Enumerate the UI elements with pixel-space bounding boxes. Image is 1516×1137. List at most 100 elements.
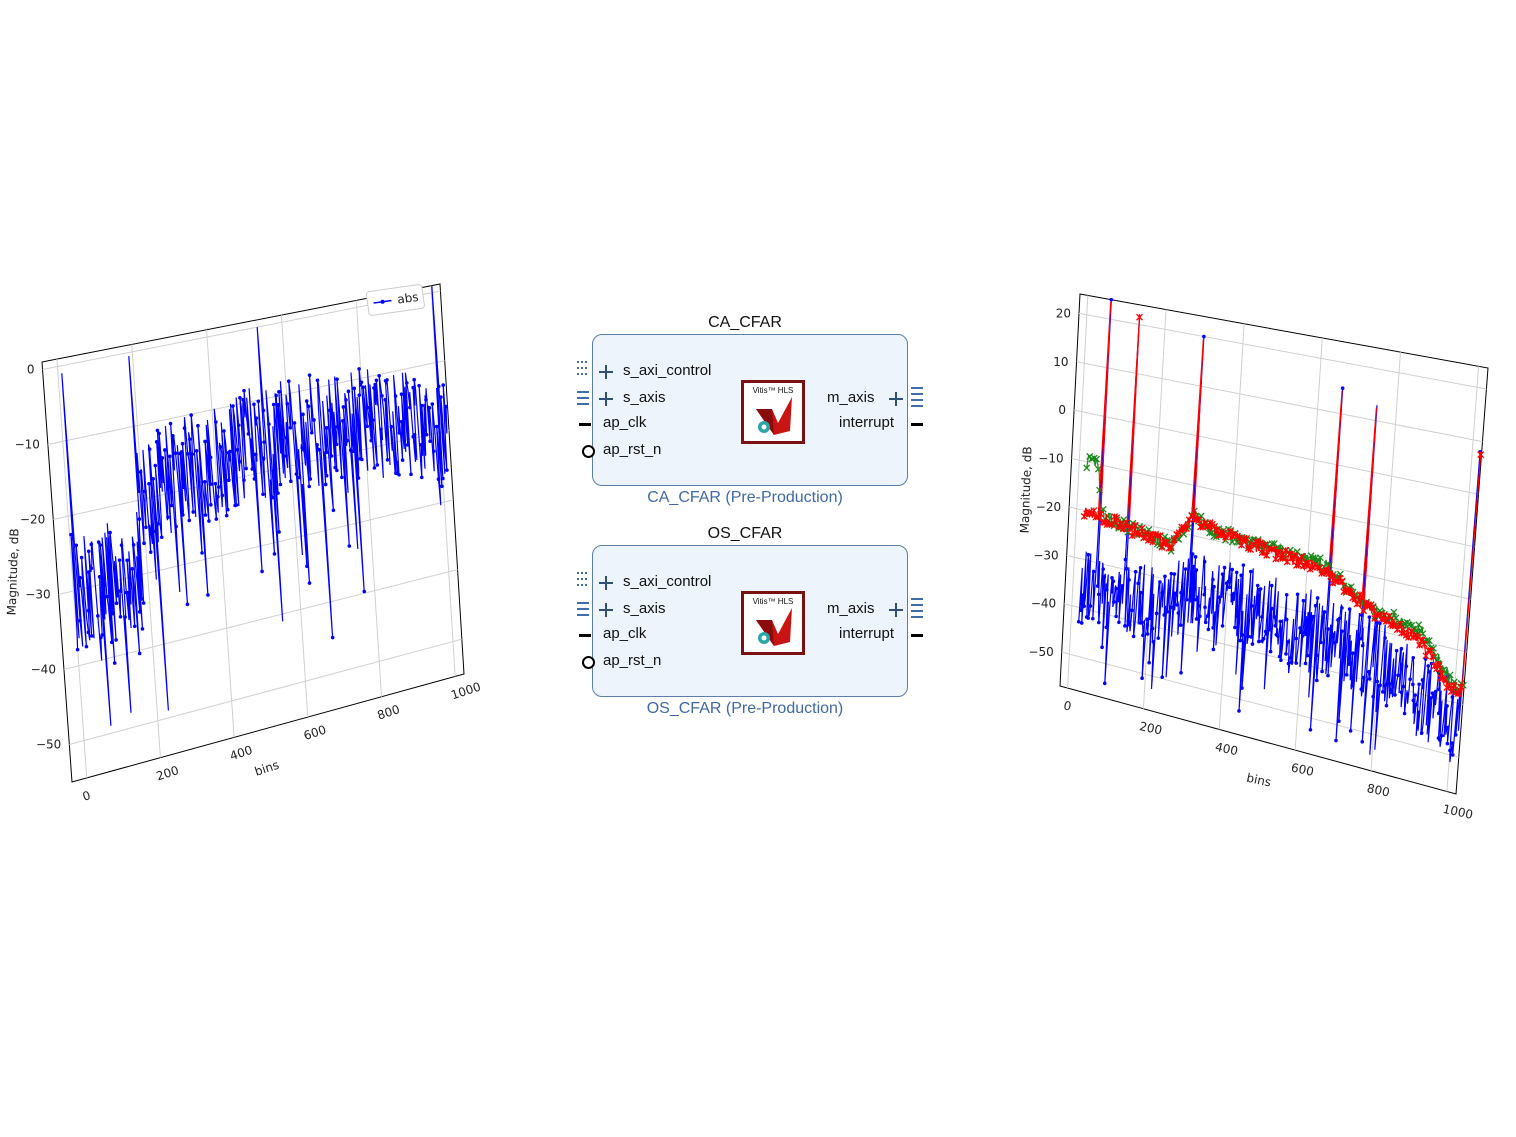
data-point	[304, 399, 309, 403]
vitis-hls-logo: Vitis™ HLS	[741, 591, 805, 655]
data-point	[117, 558, 122, 562]
expand-port-icon[interactable]	[599, 392, 613, 406]
data-point	[253, 452, 258, 457]
data-point	[385, 458, 390, 462]
data-point	[131, 543, 136, 547]
data-point	[360, 457, 364, 462]
port-ap-rst-n[interactable]: ap_rst_n	[603, 441, 662, 458]
data-point	[1182, 525, 1190, 533]
ca-cfar-block[interactable]: CA_CFAR s_axi_control s_axis ap_clk ap_r…	[577, 314, 923, 506]
data-point	[1215, 604, 1220, 608]
clock-wire-icon	[579, 634, 591, 637]
data-point	[373, 382, 377, 387]
data-point	[174, 524, 178, 529]
port-s-axis[interactable]: s_axis	[623, 389, 666, 406]
data-point	[1378, 683, 1382, 688]
port-ap-rst-n[interactable]: ap_rst_n	[603, 652, 662, 669]
data-point	[74, 543, 79, 548]
data-point	[340, 419, 345, 423]
data-point	[1150, 626, 1155, 631]
right-chart-svg: 0 200 400 600 800 1000 20 10 0 −10 −20 −30 −40 −50 bin…	[1017, 293, 1489, 822]
data-point	[1340, 606, 1344, 610]
x-tick-label: 600	[302, 723, 328, 743]
data-point	[1378, 621, 1382, 626]
data-point	[302, 448, 306, 452]
data-point	[1340, 386, 1345, 391]
plot-area: 0 200 400 600 800 1000 0 −10 −20 −30 −40 −50 bins Mag…	[4, 283, 483, 804]
data-point	[89, 566, 94, 571]
data-point	[1183, 567, 1188, 571]
port-ap-clk[interactable]: ap_clk	[603, 625, 647, 642]
expand-port-icon[interactable]	[889, 392, 903, 406]
data-point	[1445, 725, 1449, 730]
data-point	[1211, 626, 1215, 630]
data-point	[1185, 597, 1189, 602]
port-interrupt[interactable]: interrupt	[839, 625, 895, 642]
data-point	[377, 373, 381, 378]
block-subtitle: OS_CFAR (Pre-Production)	[646, 700, 844, 717]
data-point	[78, 575, 82, 580]
port-ap-clk[interactable]: ap_clk	[603, 414, 647, 431]
data-point	[1288, 656, 1293, 660]
data-point	[234, 503, 239, 507]
data-point	[1202, 592, 1207, 597]
x-tick-label: 200	[1138, 719, 1163, 737]
port-s-axis[interactable]: s_axis	[623, 600, 666, 617]
data-point	[147, 447, 152, 451]
data-point	[1101, 567, 1105, 571]
y-tick-label: −10	[15, 438, 40, 452]
data-point	[1169, 605, 1173, 610]
expand-port-icon[interactable]	[599, 603, 613, 617]
grid-line-x	[1142, 309, 1167, 709]
port-s-axi-control[interactable]: s_axi_control	[623, 362, 712, 379]
y-tick-label: −30	[1033, 548, 1058, 562]
block-body[interactable]: s_axi_control s_axis ap_clk ap_rst_n Vit…	[577, 545, 923, 697]
bus-interface-icon	[577, 572, 589, 596]
data-point	[254, 416, 259, 420]
block-body[interactable]: s_axi_control s_axis ap_clk ap_rst_n Vit…	[577, 334, 923, 486]
data-point	[292, 421, 297, 425]
data-point	[1096, 620, 1101, 625]
data-point	[277, 530, 281, 534]
data-point	[1343, 654, 1347, 659]
data-point	[1148, 616, 1152, 621]
port-interrupt[interactable]: interrupt	[839, 414, 895, 431]
grid-line-y	[1071, 458, 1475, 548]
data-point	[312, 418, 316, 422]
data-point	[224, 513, 229, 518]
data-point	[1390, 690, 1394, 695]
port-m-axis[interactable]: m_axis	[827, 600, 875, 617]
data-point	[361, 385, 366, 390]
data-point	[1203, 620, 1208, 625]
data-point	[1213, 525, 1221, 533]
vitis-check-icon	[756, 608, 792, 646]
data-point	[1220, 624, 1225, 628]
data-point	[439, 395, 443, 399]
data-point	[1454, 690, 1462, 697]
legend: abs	[365, 284, 425, 316]
data-point	[1227, 585, 1232, 590]
data-point	[1170, 536, 1178, 544]
port-s-axi-control[interactable]: s_axi_control	[623, 573, 712, 590]
port-m-axis[interactable]: m_axis	[827, 389, 875, 406]
data-point	[209, 503, 213, 507]
data-point	[1369, 603, 1377, 611]
data-point	[181, 513, 185, 517]
data-point	[1119, 525, 1127, 533]
os-cfar-block[interactable]: OS_CFAR s_axi_control s_axis ap_clk ap_r…	[577, 525, 923, 717]
data-point	[1308, 728, 1313, 732]
expand-port-icon[interactable]	[599, 576, 613, 590]
data-point	[1194, 617, 1199, 621]
data-point	[1283, 558, 1291, 566]
data-point	[84, 644, 89, 649]
data-point	[1197, 603, 1201, 608]
data-point	[171, 434, 175, 438]
data-point	[1411, 682, 1415, 687]
expand-port-icon[interactable]	[889, 603, 903, 617]
expand-port-icon[interactable]	[599, 365, 613, 379]
data-point	[397, 473, 401, 477]
data-point	[1450, 741, 1454, 745]
data-point	[1453, 733, 1458, 737]
data-point	[1249, 604, 1254, 608]
data-point	[1194, 568, 1199, 572]
